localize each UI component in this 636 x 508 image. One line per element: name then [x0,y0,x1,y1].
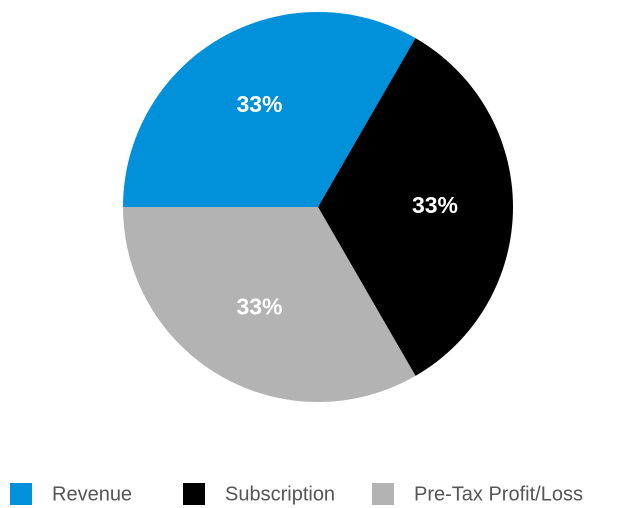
pie-slice [318,38,513,376]
legend-swatch [183,483,205,505]
legend-swatch [372,483,394,505]
pie-slice [123,207,416,402]
pie-slice [123,12,416,207]
legend-label: Revenue [52,483,132,505]
slice-label: 33% [236,91,282,117]
legend-swatch [10,483,32,505]
legend-label: Pre-Tax Profit/Loss [414,483,583,505]
legend-label: Subscription [225,483,335,505]
slice-label: 33% [412,192,458,218]
slice-label: 33% [236,293,282,319]
